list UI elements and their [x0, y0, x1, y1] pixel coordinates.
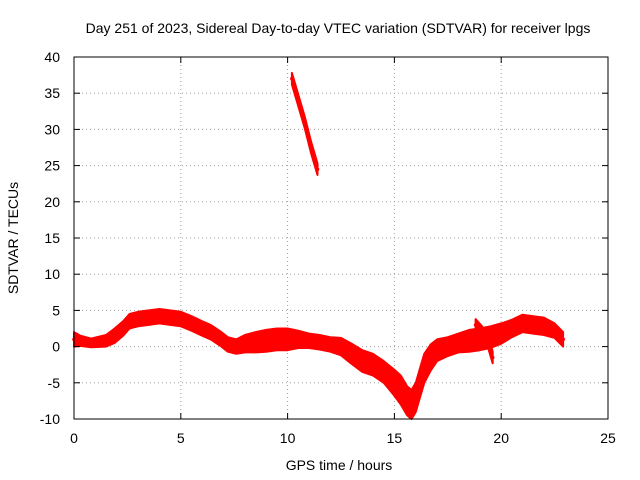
data-point — [112, 333, 117, 338]
x-tick-label: 0 — [70, 430, 78, 446]
data-point — [136, 317, 140, 321]
data-point — [200, 326, 204, 331]
y-tick-label: 25 — [44, 158, 60, 174]
data-point — [328, 342, 333, 347]
data-point — [486, 341, 491, 345]
data-point — [309, 145, 313, 150]
data-point — [413, 395, 418, 400]
data-point — [473, 323, 478, 327]
data-point — [428, 355, 433, 360]
data-point — [392, 381, 397, 385]
data-point — [264, 339, 269, 343]
data-point — [371, 362, 375, 367]
data-series — [72, 71, 565, 420]
data-point — [405, 399, 410, 403]
data-point — [381, 370, 386, 374]
data-point — [157, 314, 162, 318]
data-point — [146, 315, 151, 320]
data-point — [467, 339, 471, 343]
data-point — [422, 366, 427, 371]
x-axis-label: GPS time / hours — [286, 457, 393, 473]
data-point — [499, 331, 504, 336]
data-point — [561, 337, 565, 342]
chart-title: Day 251 of 2023, Sidereal Day-to-day VTE… — [86, 20, 591, 36]
y-tick-label: 0 — [52, 339, 60, 355]
data-point — [127, 319, 132, 324]
y-axis-label: SDTVAR / TECUs — [5, 182, 21, 294]
data-point — [121, 326, 125, 331]
y-tick-label: 20 — [44, 194, 60, 210]
data-point — [418, 381, 422, 385]
data-point — [510, 326, 514, 331]
data-point — [296, 337, 301, 342]
data-point — [253, 340, 258, 345]
data-point — [490, 355, 495, 360]
data-point — [520, 321, 525, 326]
data-point — [168, 315, 172, 320]
data-point — [339, 344, 343, 349]
data-point — [317, 340, 322, 345]
data-point — [478, 337, 482, 342]
data-point — [307, 339, 311, 343]
data-point — [542, 324, 546, 329]
x-tick-label: 15 — [387, 430, 403, 446]
data-point — [285, 337, 290, 342]
x-tick-label: 10 — [280, 430, 296, 446]
y-tick-label: 35 — [44, 85, 60, 101]
data-point — [219, 337, 224, 342]
data-point — [104, 339, 108, 343]
data-point — [315, 167, 320, 172]
data-point — [225, 342, 230, 347]
y-tick-label: -10 — [40, 411, 60, 427]
data-point — [179, 317, 183, 321]
x-tick-label: 5 — [177, 430, 185, 446]
data-point — [243, 341, 247, 346]
data-point — [399, 388, 403, 392]
data-point — [360, 359, 365, 363]
data-point — [290, 76, 294, 81]
series-band — [73, 308, 565, 420]
y-tick-label: 10 — [44, 266, 60, 282]
y-tick-label: -5 — [48, 375, 61, 391]
data-point — [446, 344, 450, 349]
y-tick-label: 15 — [44, 230, 60, 246]
x-tick-label: 20 — [493, 430, 509, 446]
tick-labels: 0 5 10 15 20 25 -10 -5 0 5 10 15 20 25 30 35 40 — [40, 49, 616, 446]
data-point — [480, 330, 484, 334]
y-tick-label: 30 — [44, 121, 60, 137]
y-tick-label: 40 — [44, 49, 60, 65]
x-tick-label: 25 — [600, 430, 616, 446]
data-point — [234, 344, 239, 349]
data-point — [435, 348, 439, 353]
data-point — [302, 120, 307, 124]
data-point — [208, 330, 213, 334]
data-point — [552, 328, 557, 333]
data-point — [89, 341, 93, 345]
data-point — [531, 323, 536, 327]
data-point — [78, 339, 83, 343]
axis-ticks — [73, 56, 609, 420]
data-point — [349, 352, 354, 356]
y-tick-label: 5 — [52, 302, 60, 318]
data-point — [275, 337, 279, 342]
data-point — [189, 321, 194, 326]
data-point — [409, 402, 414, 407]
series-band — [474, 318, 494, 365]
data-point — [456, 341, 461, 345]
data-point — [296, 98, 301, 103]
